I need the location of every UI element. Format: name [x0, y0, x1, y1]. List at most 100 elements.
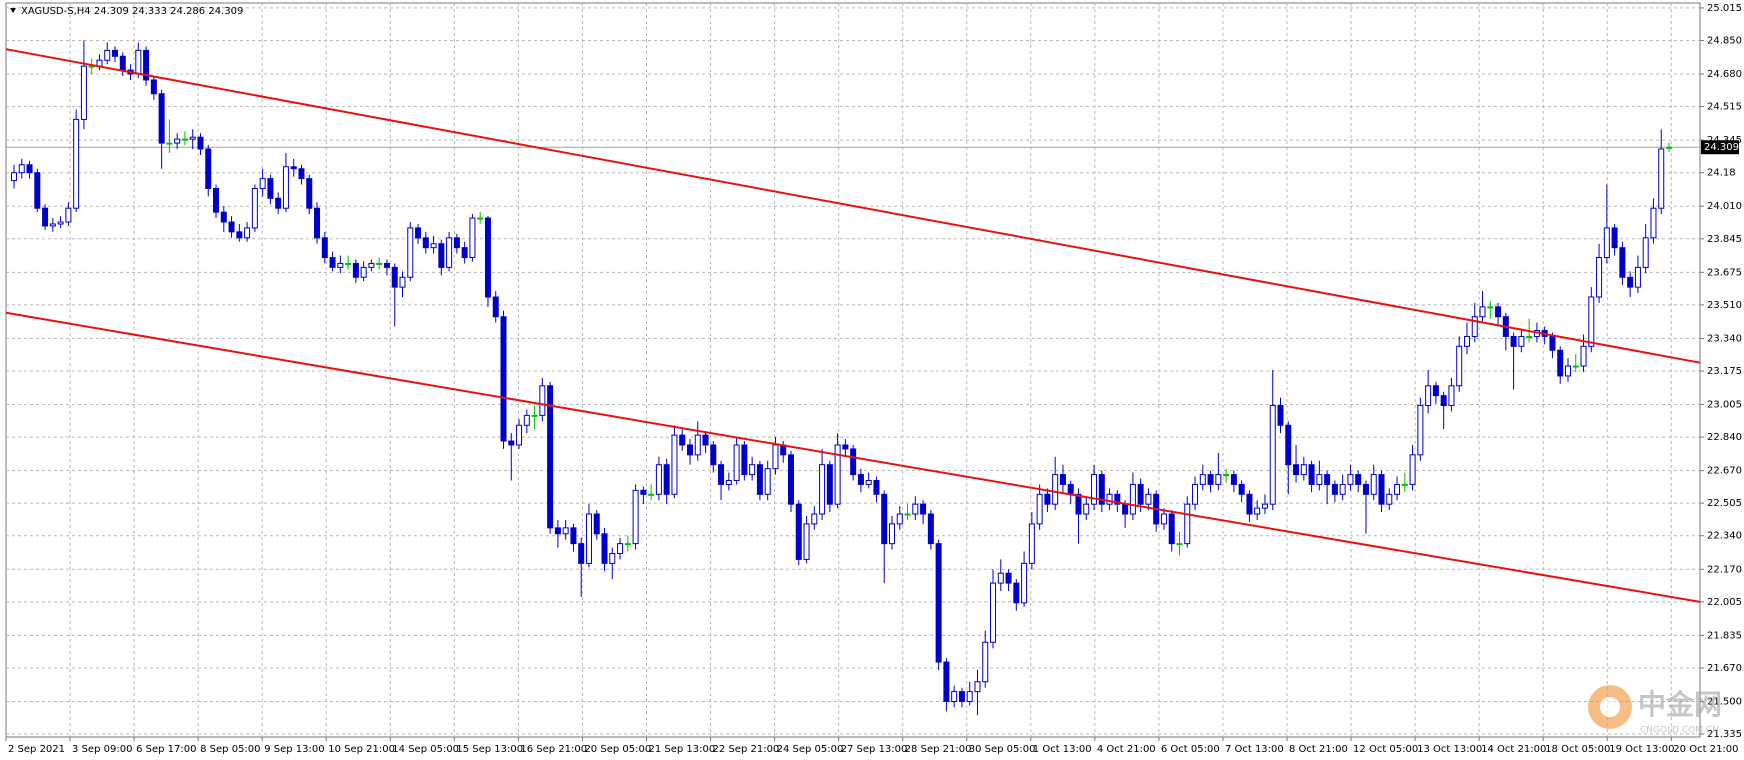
candle-body [492, 296, 499, 318]
candle-body [11, 172, 17, 182]
y-tick-label: 22.505 [1707, 498, 1742, 509]
y-tick-label: 23.510 [1707, 300, 1742, 311]
candle-body [943, 661, 950, 702]
candle-body [958, 691, 965, 702]
y-tick-label: 24.680 [1707, 69, 1742, 80]
candle-body [251, 187, 258, 229]
candle-body [1510, 335, 1517, 347]
candle-body [236, 231, 243, 239]
candle-body [135, 49, 142, 75]
candle-body [694, 434, 701, 456]
candle-body [1526, 335, 1533, 338]
candle-body [150, 79, 157, 95]
candle-body [1339, 483, 1346, 495]
candle-body [1059, 474, 1066, 485]
candle-body [1137, 483, 1144, 505]
candle-body [220, 211, 227, 223]
candle-body [360, 266, 367, 278]
candle-body [1269, 405, 1276, 505]
price-label: 24.309 [1704, 142, 1739, 153]
candle-body [966, 691, 973, 702]
y-tick-label: 22.005 [1707, 597, 1742, 608]
candle-body [648, 493, 655, 496]
candle-body [1293, 464, 1300, 476]
candle-body [1005, 572, 1012, 584]
candle-body [1075, 493, 1082, 515]
candle-body [337, 262, 344, 268]
candle-body [850, 448, 857, 476]
candle-body [772, 444, 779, 470]
candle-body [834, 444, 841, 505]
candle-body [422, 237, 429, 249]
candle-body [547, 385, 554, 529]
candle-body [461, 247, 468, 259]
candle-body [578, 543, 585, 564]
candle-body [1091, 474, 1098, 505]
candle-body [391, 266, 398, 288]
y-tick-label: 23.675 [1707, 267, 1742, 278]
candle-body [655, 464, 662, 495]
candle-body [1254, 507, 1261, 515]
candle-body [912, 503, 919, 515]
y-tick-label: 24.515 [1707, 102, 1742, 113]
x-tick-label: 6 Oct 05:00 [1161, 744, 1220, 755]
candle-body [1495, 306, 1502, 318]
title-icon [10, 8, 16, 13]
x-tick-label: 13 Oct 13:00 [1417, 744, 1482, 755]
candle-body [65, 207, 72, 223]
candle-body [1603, 227, 1610, 259]
candle-body [819, 464, 826, 515]
candle-body [733, 444, 740, 481]
candle-body [314, 207, 321, 239]
candle-body [282, 166, 289, 209]
candle-body [1145, 493, 1152, 505]
candle-body [873, 479, 880, 495]
y-tick-label: 23.340 [1707, 333, 1742, 344]
candle-body [857, 474, 864, 485]
candle-body [632, 489, 639, 545]
candle-body [1355, 474, 1362, 485]
candle-body [205, 148, 212, 189]
x-tick-label: 9 Sep 13:00 [264, 744, 324, 755]
candle-body [539, 385, 546, 416]
candle-body [1650, 207, 1657, 239]
price-box [1701, 140, 1739, 155]
candle-body [73, 118, 80, 209]
x-tick-label: 2 Sep 2021 [8, 744, 65, 755]
y-tick-label: 23.845 [1707, 234, 1742, 245]
candle-body [244, 227, 251, 239]
candle-body [275, 197, 282, 209]
candle-body [26, 164, 33, 174]
x-tick-label: 28 Sep 21:00 [905, 744, 972, 755]
candle-body [407, 227, 414, 278]
candle-body [500, 316, 507, 442]
watermark: 中金网 CNGOLD.COM.CN [1588, 685, 1722, 736]
candle-body [1487, 306, 1494, 309]
candle-body [306, 178, 313, 209]
candle-body [1013, 582, 1020, 604]
y-tick-label: 23.005 [1707, 400, 1742, 411]
candle-body [42, 207, 49, 227]
trend-line [5, 311, 1701, 603]
candle-body [764, 468, 771, 495]
candle-body [1394, 483, 1401, 495]
plot-frame [5, 2, 1701, 738]
candle-body [49, 223, 56, 227]
candle-body [259, 178, 266, 189]
x-tick-label: 18 Oct 05:00 [1545, 744, 1610, 755]
candle-body [1067, 483, 1074, 495]
candle-body [1083, 503, 1090, 515]
x-tick-label: 22 Sep 21:00 [713, 744, 780, 755]
x-tick-label: 20 Sep 05:00 [584, 744, 651, 755]
candle-body [904, 513, 911, 516]
candle-body [1122, 503, 1129, 515]
candle-body [1619, 247, 1626, 278]
x-tick-label: 8 Oct 21:00 [1289, 744, 1348, 755]
candle-body [865, 479, 872, 485]
y-tick-label: 24.18 [1707, 168, 1736, 179]
candle-body [1557, 349, 1564, 377]
candle-body [197, 136, 204, 150]
y-tick-label: 21.670 [1707, 663, 1742, 674]
candle-body [1642, 237, 1649, 268]
